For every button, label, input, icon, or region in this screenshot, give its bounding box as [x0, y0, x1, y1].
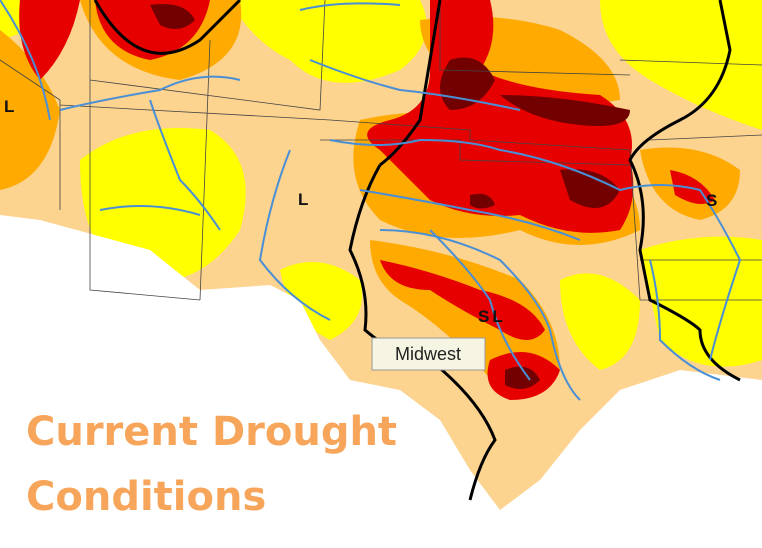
title-line: Conditions — [26, 474, 266, 520]
rivers — [0, 0, 742, 401]
region-label: L — [298, 190, 308, 209]
region-label: S — [706, 191, 717, 210]
tooltip-text: Midwest — [395, 344, 461, 364]
extreme-drought — [150, 4, 630, 389]
title-line: Current Drought — [26, 409, 397, 455]
no-data-area — [0, 215, 762, 548]
region-label: SL — [478, 307, 506, 326]
region-labels: L L S SL — [4, 97, 717, 326]
tooltip: Midwest — [371, 337, 486, 371]
region-label: L — [4, 97, 14, 116]
tooltip-box — [371, 337, 486, 371]
